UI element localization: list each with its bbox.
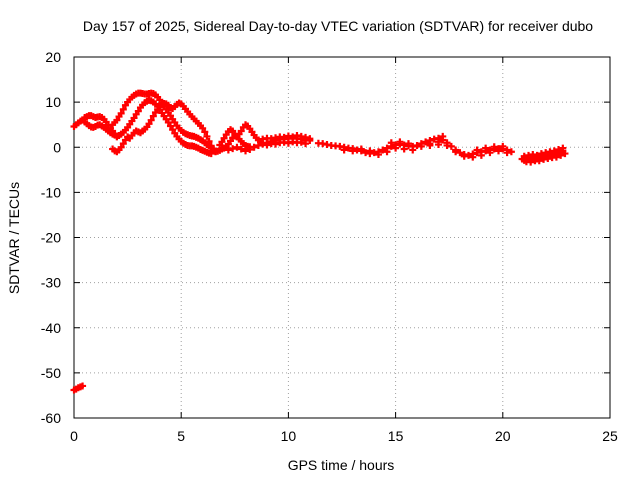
data-point: [503, 149, 511, 157]
data-point: [149, 112, 157, 120]
data-point: [263, 141, 271, 149]
chart-title: Day 157 of 2025, Sidereal Day-to-day VTE…: [83, 18, 593, 34]
x-tick-label: 25: [602, 428, 618, 444]
data-point: [357, 145, 365, 153]
data-point: [237, 127, 245, 135]
data-point: [218, 138, 226, 146]
data-point: [404, 140, 412, 148]
x-tick-label: 20: [495, 428, 511, 444]
data-point: [366, 147, 374, 155]
data-point: [302, 133, 310, 141]
data-point: [203, 132, 211, 140]
data-point: [117, 143, 125, 151]
data-point: [113, 133, 121, 141]
x-tick-label: 5: [177, 428, 185, 444]
y-tick-label: -50: [41, 365, 61, 381]
data-point: [79, 382, 87, 390]
data-point: [220, 134, 228, 142]
data-point: [422, 138, 430, 146]
data-point: [550, 147, 558, 155]
data-point: [199, 124, 207, 132]
data-point: [561, 150, 569, 158]
data-point: [555, 146, 563, 154]
data-point: [379, 146, 387, 154]
data-point: [130, 114, 138, 122]
y-tick-label: -10: [41, 184, 61, 200]
data-point: [145, 120, 153, 128]
data-point: [426, 141, 434, 149]
data-point: [477, 151, 485, 159]
data-point: [113, 116, 121, 124]
data-point: [473, 146, 481, 154]
data-point: [246, 146, 254, 154]
y-tick-label: 0: [53, 139, 61, 155]
data-point: [164, 118, 172, 126]
data-point: [499, 142, 507, 150]
data-point: [233, 143, 241, 151]
data-point: [383, 148, 391, 156]
data-point: [117, 109, 125, 117]
data-point: [169, 126, 177, 134]
data-point: [306, 135, 314, 143]
data-point: [434, 141, 442, 149]
data-point: [340, 146, 348, 154]
data-point: [205, 137, 213, 145]
x-tick-label: 15: [388, 428, 404, 444]
data-point: [229, 145, 237, 153]
data-point: [482, 144, 490, 152]
data-point: [460, 152, 468, 160]
y-tick-label: -60: [41, 410, 61, 426]
data-point: [400, 145, 408, 153]
data-point: [452, 148, 460, 156]
data-point: [535, 157, 543, 165]
data-point: [147, 116, 155, 124]
data-points: [70, 89, 569, 394]
y-axis-label: SDTVAR / TECUs: [6, 182, 22, 294]
data-point: [119, 105, 127, 113]
data-point: [224, 146, 232, 154]
data-point: [552, 153, 560, 161]
data-point: [469, 153, 477, 161]
data-point: [119, 140, 127, 148]
data-point: [387, 139, 395, 147]
y-tick-label: -40: [41, 320, 61, 336]
y-tick-label: 20: [45, 49, 61, 65]
data-point: [443, 141, 451, 149]
data-point: [166, 122, 174, 130]
data-point: [349, 147, 357, 155]
data-point: [392, 144, 400, 152]
data-point: [166, 112, 174, 120]
data-point: [254, 141, 262, 149]
data-point: [272, 140, 280, 148]
data-point: [559, 144, 567, 152]
y-tick-label: -30: [41, 275, 61, 291]
data-point: [242, 147, 250, 155]
y-tick-label: 10: [45, 94, 61, 110]
x-axis-label: GPS time / hours: [288, 457, 395, 473]
x-tick-label: 10: [281, 428, 297, 444]
data-point: [396, 138, 404, 146]
data-point: [439, 132, 447, 140]
data-point: [207, 142, 215, 150]
data-point: [201, 128, 209, 136]
data-point: [495, 147, 503, 155]
data-point: [490, 143, 498, 151]
axis-ticks: 0 5 10 15 20 25 20 10 0 -10 -20 -30 -40 -50 -60: [41, 49, 618, 444]
data-point: [527, 158, 535, 166]
data-point: [557, 151, 565, 159]
data-point: [134, 107, 142, 115]
y-tick-label: -20: [41, 230, 61, 246]
data-point: [284, 139, 292, 147]
data-point: [533, 151, 541, 159]
x-tick-label: 0: [70, 428, 78, 444]
data-point: [486, 149, 494, 157]
data-point: [417, 142, 425, 150]
data-point: [409, 146, 417, 154]
data-point: [374, 150, 382, 158]
data-point: [297, 138, 305, 146]
data-point: [302, 140, 310, 148]
data-point: [237, 145, 245, 153]
data-point: [250, 143, 258, 151]
